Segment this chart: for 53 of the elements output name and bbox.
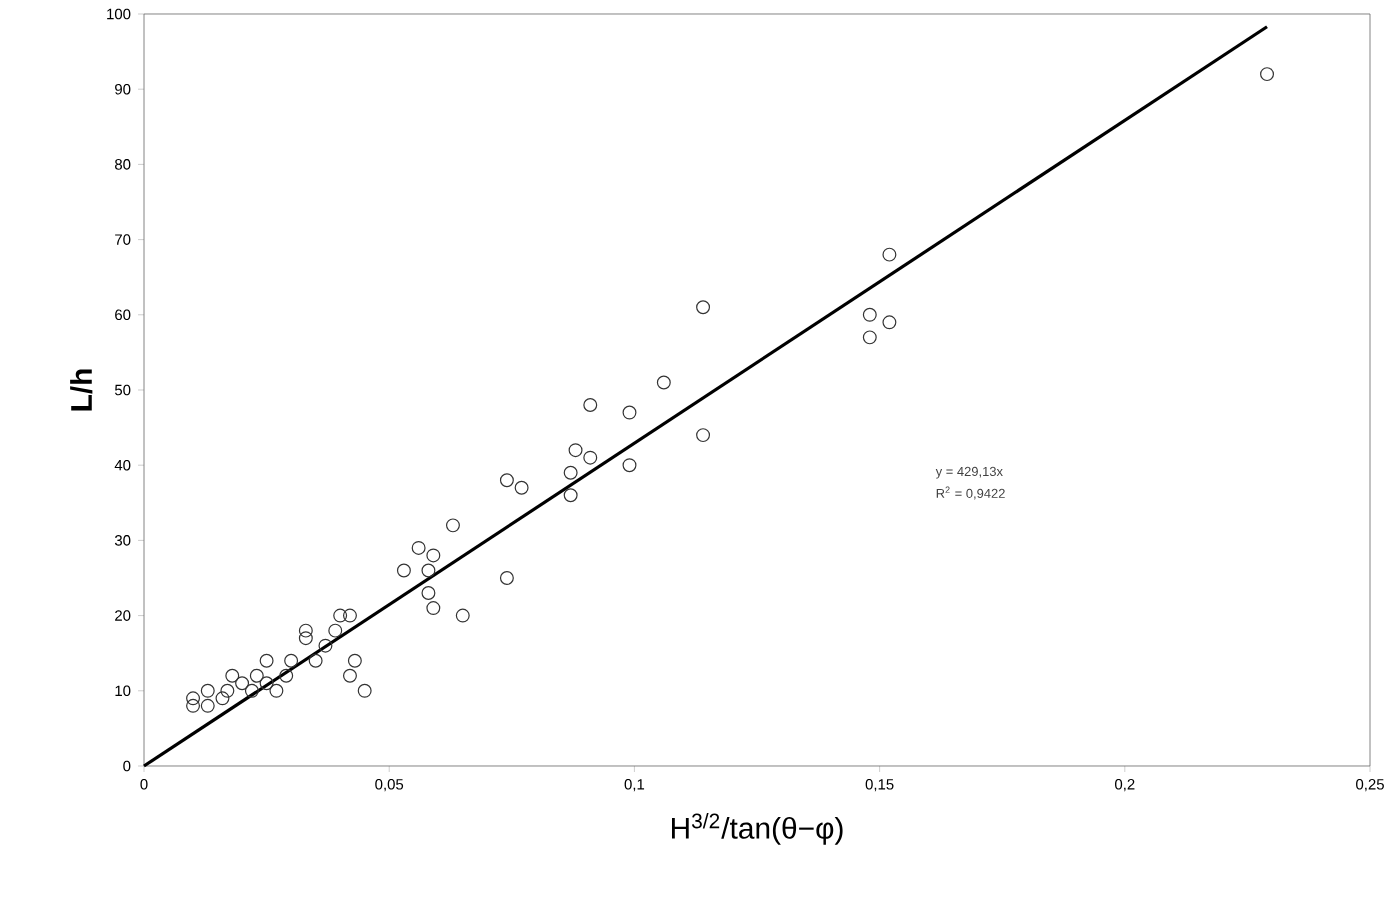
point — [357, 683, 372, 698]
point — [186, 691, 201, 706]
point — [396, 563, 411, 578]
point — [583, 450, 598, 465]
point — [225, 668, 240, 683]
point — [220, 683, 235, 698]
point — [862, 330, 877, 345]
point — [882, 315, 897, 330]
point — [342, 608, 357, 623]
x-axis-title: H$^{3/2}$/tan(θ−φ) — [672, 813, 843, 845]
point — [568, 443, 583, 458]
point — [426, 601, 441, 616]
point — [656, 375, 671, 390]
point — [186, 698, 201, 713]
point — [1260, 67, 1275, 82]
y-axis-title: L/h — [70, 369, 93, 411]
point — [445, 518, 460, 533]
point — [499, 473, 514, 488]
point — [249, 668, 264, 683]
point — [244, 683, 259, 698]
point — [411, 540, 426, 555]
point — [215, 691, 230, 706]
point — [284, 653, 299, 668]
point — [426, 548, 441, 563]
point — [499, 571, 514, 585]
point — [333, 608, 348, 623]
point — [347, 653, 362, 668]
point — [269, 683, 284, 698]
point — [563, 465, 578, 480]
point — [298, 623, 313, 638]
point — [421, 563, 436, 578]
point — [298, 631, 313, 646]
point — [308, 653, 323, 668]
point — [455, 608, 470, 623]
point — [622, 458, 637, 473]
point — [259, 653, 274, 668]
point — [318, 638, 333, 653]
point — [235, 676, 250, 691]
point — [200, 698, 215, 713]
point — [583, 398, 598, 413]
point — [342, 668, 357, 683]
point — [696, 300, 711, 315]
point — [514, 480, 529, 495]
point — [696, 428, 711, 443]
point — [622, 405, 637, 420]
point — [421, 586, 436, 601]
point — [279, 668, 294, 683]
point — [200, 683, 215, 698]
point — [328, 623, 343, 638]
point — [259, 676, 274, 691]
point — [862, 307, 877, 322]
point — [882, 247, 897, 262]
point — [563, 488, 578, 503]
